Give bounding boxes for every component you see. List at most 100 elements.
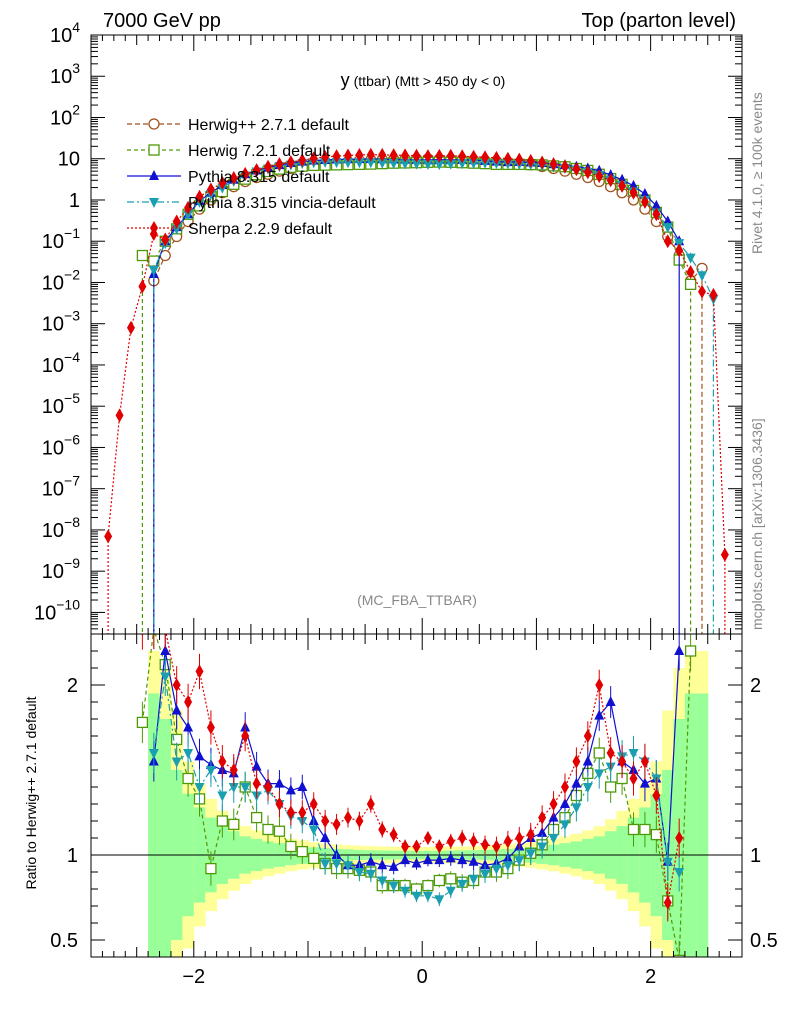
main-point-sherpa-2-2-9-default [195,189,204,204]
ratio-point-herwig-7-2-1-default [262,823,274,836]
ratio-point-sherpa-2-2-9-default [549,797,558,811]
ratio-ytick-label-left: 0.5 [50,930,78,952]
legend-item-pythia-8-315-default: Pythia 8.315 default [127,169,330,186]
main-series-sherpa-2-2-9-default [104,147,729,634]
ratio-point-pythia-8-315-default [297,781,308,791]
main-point-sherpa-2-2-9-default [458,149,467,164]
ratio-point-pythia-8-315-vincia-default [582,783,593,793]
legend: Herwig++ 2.7.1 default Herwig 7.2.1 defau… [127,117,376,238]
ratio-point-herwig-7-2-1-default [296,845,308,858]
main-point-sherpa-2-2-9-default [252,163,261,178]
legend-label-pythia-8-315-vincia-default: Pythia 8.315 vincia-default [188,195,376,212]
ratio-point-sherpa-2-2-9-default [435,839,444,854]
ratio-point-pythia-8-315-vincia-default [514,856,525,867]
ratio-point-sherpa-2-2-9-default [629,771,638,786]
main-point-sherpa-2-2-9-default [595,169,604,184]
main-point-sherpa-2-2-9-default [492,150,501,165]
main-series-clip-group [104,147,729,634]
legend-marker-sherpa-2-2-9-default [150,221,158,235]
main-ytick-label: 10−9 [42,555,80,583]
ratio-point-pythia-8-315-default [171,704,182,715]
main-point-sherpa-2-2-9-default [481,150,490,165]
ratio-point-sherpa-2-2-9-default [264,780,273,794]
ratio-point-pythia-8-315-vincia-default [628,749,639,759]
main-point-sherpa-2-2-9-default [526,153,535,168]
main-point-herwig-7-2-1-default [684,278,697,291]
main-point-sherpa-2-2-9-default [286,155,295,170]
main-ytick-base: 10 [42,437,64,459]
ratio-ytick-label-left: 1 [67,845,78,867]
ratio-point-pythia-8-315-default [377,859,388,870]
main-point-pythia-8-315-vincia-default [468,158,479,169]
main-point-sherpa-2-2-9-default [126,320,135,335]
process-label: Top (parton level) [581,10,736,32]
main-point-sherpa-2-2-9-default [321,150,330,165]
main-point-sherpa-2-2-9-default [675,243,684,258]
legend-marker-herwig-2-7-1-default [148,118,160,130]
main-point-sherpa-2-2-9-default [218,175,227,190]
ratio-point-pythia-8-315-vincia-default [354,868,365,878]
ratio-point-herwig-7-2-1-default [627,823,640,836]
ratio-point-pythia-8-315-default [183,721,194,732]
ratio-point-sherpa-2-2-9-default [412,839,421,854]
ratio-point-pythia-8-315-vincia-default [183,749,194,759]
ratio-point-herwig-7-2-1-default [273,825,286,837]
main-ytick-exp: −8 [64,514,80,530]
ratio-uncertainty-bands [148,651,709,957]
ratio-point-pythia-8-315-default [457,854,468,865]
plot-title-rest: (ttbar) (Mtt > 450 dy < 0) [354,73,506,89]
ratio-point-sherpa-2-2-9-default [652,788,661,803]
ratio-point-herwig-7-2-1-default [422,879,434,892]
ratio-point-pythia-8-315-default [365,855,376,866]
ratio-point-sherpa-2-2-9-default [481,837,490,852]
main-point-herwig-7-2-1-default [136,249,149,262]
ratio-point-pythia-8-315-vincia-default [342,861,353,872]
ratio-point-sherpa-2-2-9-default [298,805,307,820]
main-ytick-base: 10 [58,149,80,171]
main-ytick-base: 10 [34,602,56,624]
main-point-sherpa-2-2-9-default [412,148,421,163]
ratio-point-sherpa-2-2-9-default [321,814,330,828]
ratio-xtick-label: −2 [182,966,205,988]
main-ytick-label: 10−1 [42,225,80,253]
plot-title: y (ttbar) (Mtt > 450 dy < 0) [341,70,506,90]
legend-item-herwig-2-7-1-default: Herwig++ 2.7.1 default [127,117,350,134]
main-ytick-label: 1 [69,190,80,212]
main-point-sherpa-2-2-9-default [104,529,113,544]
ratio-series-layer [91,634,742,957]
main-ytick-label: 10−6 [42,431,80,459]
main-point-sherpa-2-2-9-default [389,148,398,163]
main-point-pythia-8-315-default [651,199,662,210]
ratio-point-herwig-7-2-1-default [250,811,263,824]
main-point-sherpa-2-2-9-default [172,214,181,229]
ratio-point-pythia-8-315-default [480,859,491,870]
ratio-point-pythia-8-315-vincia-default [480,869,491,880]
ratio-point-sherpa-2-2-9-default [252,776,261,791]
main-point-sherpa-2-2-9-default [115,408,124,423]
ratio-point-sherpa-2-2-9-default [675,831,684,845]
ratio-point-herwig-7-2-1-default [684,645,697,657]
ratio-point-pythia-8-315-vincia-default [525,849,536,860]
legend-label-herwig-7-2-1-default: Herwig 7.2.1 default [188,143,331,160]
main-ytick-exp: −1 [64,225,80,241]
main-ytick-base: 10 [50,66,72,88]
main-point-sherpa-2-2-9-default [698,284,707,299]
ratio-point-sherpa-2-2-9-default [309,797,318,811]
legend-label-sherpa-2-2-9-default: Sherpa 2.2.9 default [188,221,333,238]
main-ytick-exp: −2 [64,266,80,282]
main-ytick-label: 10−2 [42,266,80,294]
ratio-point-sherpa-2-2-9-default [355,814,364,828]
ratio-point-herwig-7-2-1-default [205,862,217,875]
main-point-sherpa-2-2-9-default [355,148,364,163]
main-ytick-base: 10 [42,479,64,501]
ratio-y-axis: 0.5 0.5 1 1 2 2 [50,650,778,952]
ratio-point-sherpa-2-2-9-default [606,746,615,760]
ratio-x-axis: −2 0 2 [101,35,743,988]
main-point-sherpa-2-2-9-default [378,147,387,162]
main-point-sherpa-2-2-9-default [572,162,581,177]
ratio-point-sherpa-2-2-9-default [195,664,204,679]
main-point-sherpa-2-2-9-default [435,148,444,163]
main-ytick-base: 10 [50,25,72,47]
ratio-series-pythia-8-315-vincia-default [148,657,685,907]
